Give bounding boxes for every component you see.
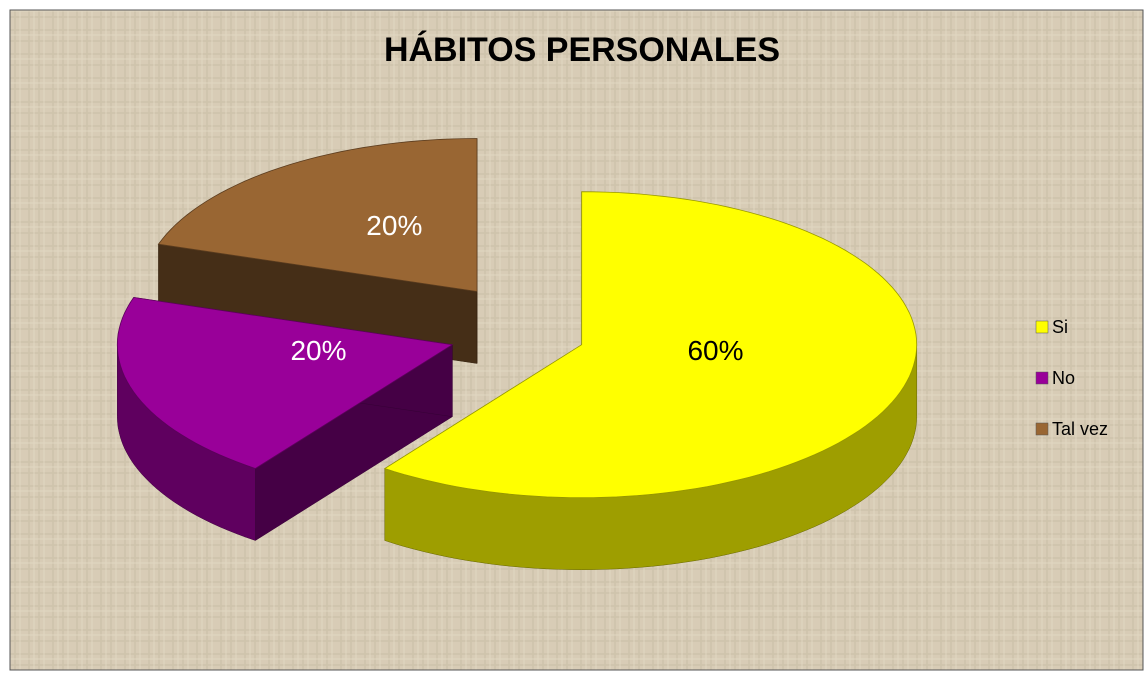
legend: Si No Tal vez [1035,317,1108,439]
legend-label: Tal vez [1052,419,1108,439]
data-label: 20% [366,210,422,241]
pie: 60% 20% 20% [116,138,918,570]
legend-swatch [1035,422,1049,436]
slice [157,138,478,292]
slice [116,296,454,469]
data-label: 60% [687,335,743,366]
legend-label: No [1052,368,1075,388]
legend-swatch [1035,320,1049,334]
data-label: 20% [290,335,346,366]
slice [383,191,918,499]
legend-label: Si [1052,317,1068,337]
legend-swatch [1035,371,1049,385]
chart-title: HÁBITOS PERSONALES [384,31,780,69]
